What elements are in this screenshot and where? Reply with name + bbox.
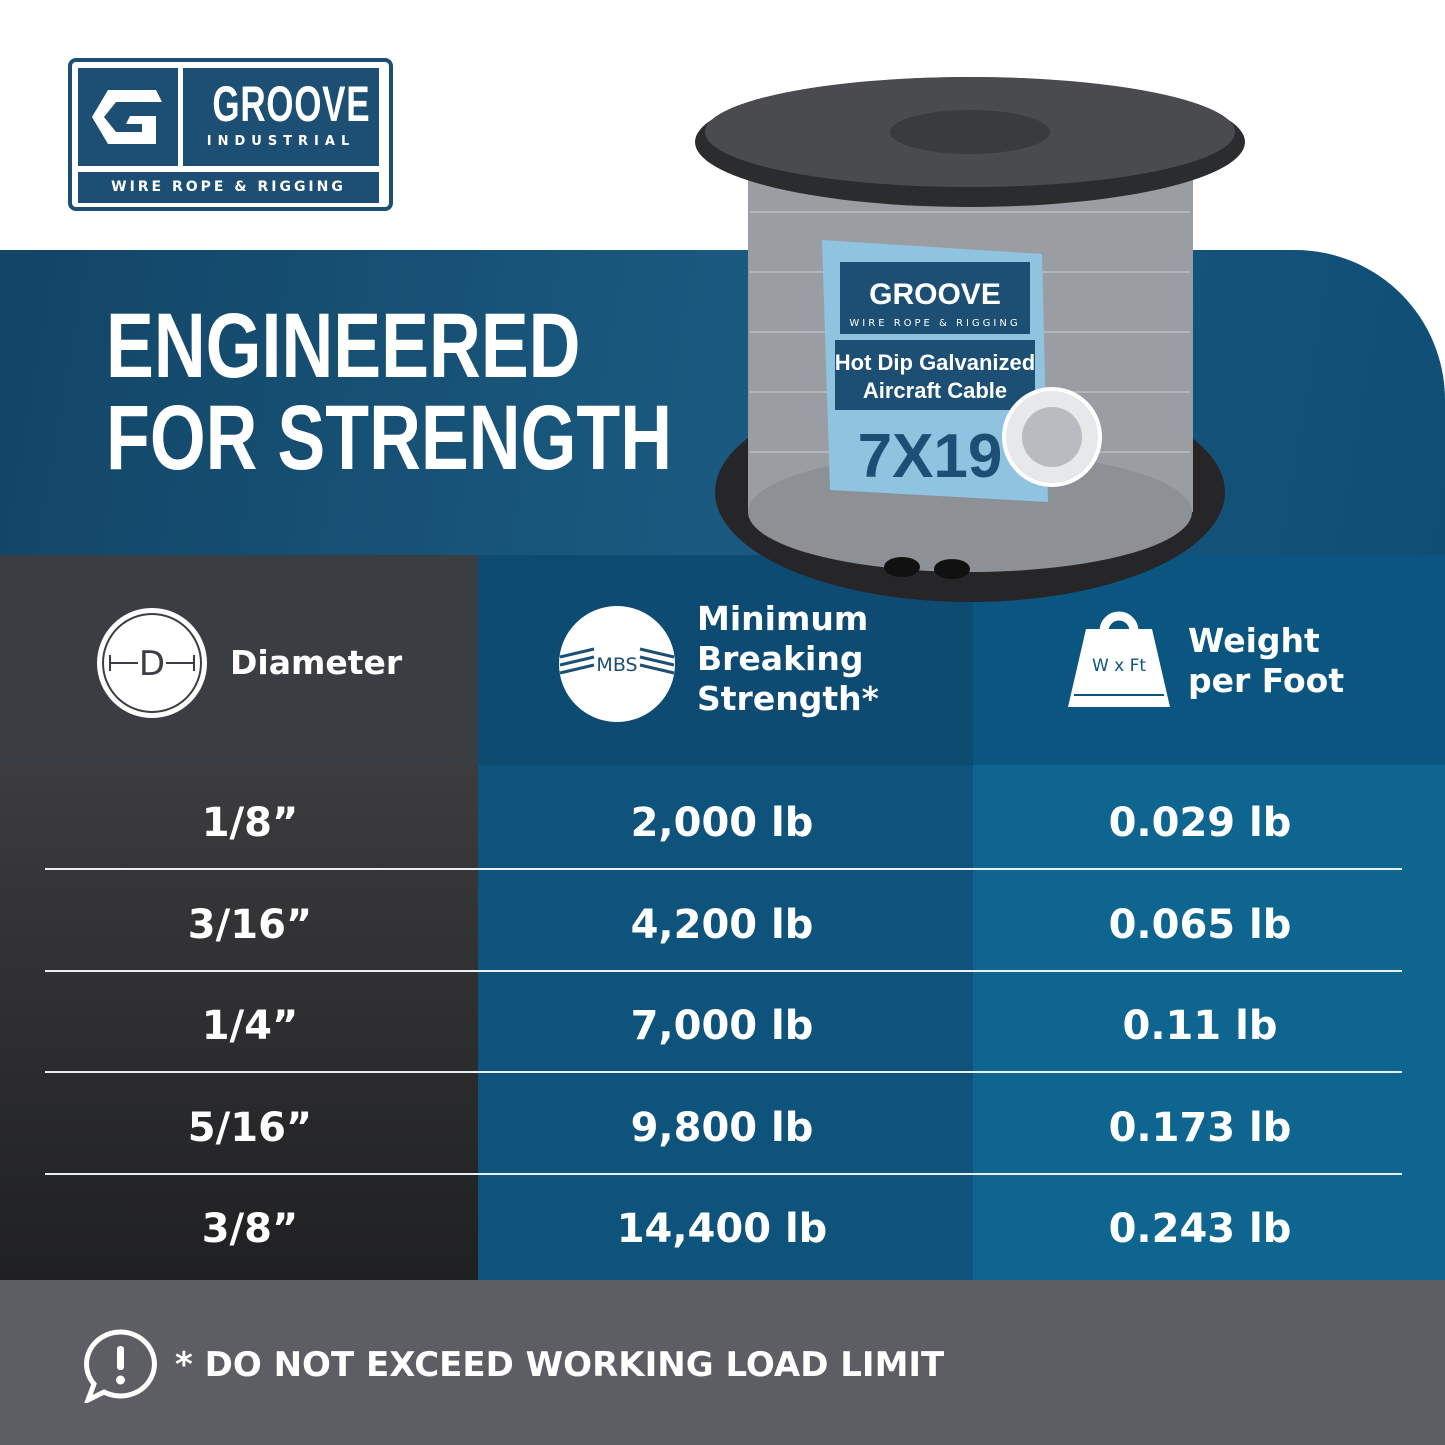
weight-column — [973, 765, 1445, 1280]
cell-mbs: 7,000 lb — [630, 1003, 814, 1049]
weight-icon: W x Ft — [1068, 611, 1170, 707]
svg-text:7X19: 7X19 — [858, 422, 1003, 491]
svg-text:GROOVE: GROOVE — [869, 278, 1001, 311]
load-limit-note: * DO NOT EXCEED WORKING LOAD LIMIT — [175, 1345, 945, 1385]
row-divider — [45, 1071, 1402, 1073]
svg-text:D: D — [139, 644, 165, 684]
svg-text:Aircraft Cable: Aircraft Cable — [863, 378, 1007, 403]
cell-diameter: 1/4” — [201, 1003, 299, 1049]
svg-text:MBS: MBS — [596, 654, 637, 676]
cell-weight: 0.173 lb — [1108, 1104, 1292, 1151]
header-label: Minimum Breaking Strength* — [697, 599, 879, 719]
header-label: Weight per Foot — [1188, 621, 1344, 701]
mbs-icon: MBS — [559, 606, 675, 722]
logo-sub: INDUSTRIAL — [206, 134, 356, 149]
header-label-line: Strength* — [697, 679, 879, 718]
cell-mbs: 14,400 lb — [616, 1206, 828, 1252]
header-label-line: Breaking — [697, 639, 864, 678]
header-label: Diameter — [230, 643, 403, 682]
svg-text:WIRE ROPE & RIGGING: WIRE ROPE & RIGGING — [849, 318, 1020, 329]
cell-weight: 0.11 lb — [1122, 1003, 1278, 1049]
header-diameter: D Diameter — [0, 555, 478, 765]
cell-weight: 0.029 lb — [1108, 800, 1292, 846]
headline-line-1: ENGINEERED — [106, 295, 581, 397]
header-label-line: Weight — [1188, 621, 1320, 660]
cell-diameter: 3/16” — [187, 901, 313, 948]
header-mbs: MBS Minimum Breaking Strength* — [478, 555, 973, 765]
mbs-column — [478, 765, 973, 1280]
svg-text:W x Ft: W x Ft — [1092, 656, 1146, 676]
cell-mbs: 2,000 lb — [630, 800, 814, 846]
cable-spool-image: GROOVE WIRE ROPE & RIGGING Hot Dip Galva… — [695, 77, 1245, 602]
row-divider — [45, 969, 1402, 972]
cell-weight: 0.243 lb — [1108, 1206, 1292, 1252]
row-divider — [45, 1172, 1402, 1175]
logo-brand: GROOVE — [212, 76, 371, 132]
header-label-line: per Foot — [1188, 661, 1345, 700]
cell-diameter: 3/8” — [201, 1206, 299, 1252]
diameter-column — [0, 765, 478, 1280]
cell-mbs: 9,800 lb — [630, 1104, 814, 1151]
header-label-line: Minimum — [697, 599, 869, 638]
cell-diameter: 1/8” — [201, 800, 299, 846]
cell-weight: 0.065 lb — [1108, 901, 1292, 948]
alert-speech-icon — [84, 1329, 157, 1403]
row-divider — [45, 868, 1402, 870]
cell-diameter: 5/16” — [187, 1104, 313, 1151]
headline-line-2: FOR STRENGTH — [106, 387, 673, 489]
g-logo-icon — [78, 68, 178, 166]
page-title: ENGINEERED FOR STRENGTH — [106, 300, 672, 484]
logo-tagline: WIRE ROPE & RIGGING — [78, 172, 379, 203]
diameter-icon: D — [97, 608, 207, 718]
svg-text:Hot Dip Galvanized: Hot Dip Galvanized — [835, 350, 1035, 375]
cell-mbs: 4,200 lb — [630, 901, 814, 948]
brand-logo: GROOVE INDUSTRIAL WIRE ROPE & RIGGING — [68, 58, 393, 211]
footer-bar — [0, 1280, 1445, 1445]
